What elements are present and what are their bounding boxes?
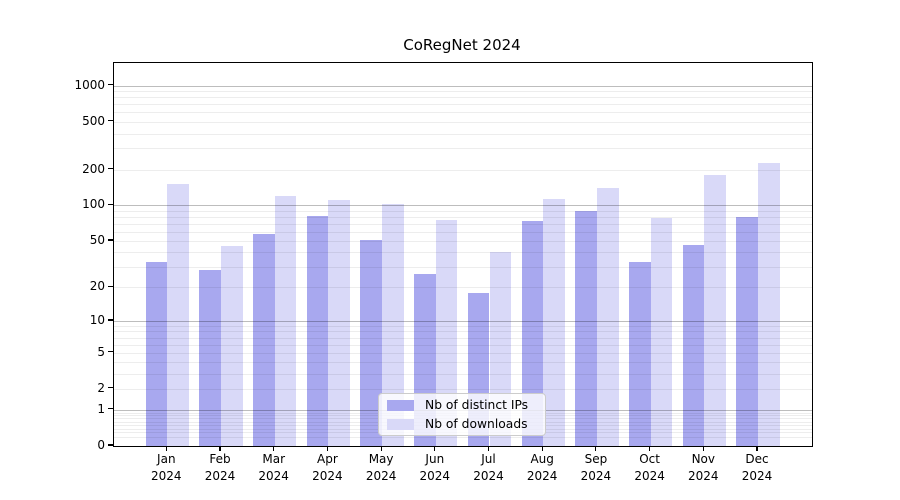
bar-downloads: [758, 163, 780, 446]
gridline: [114, 91, 812, 93]
y-tick-mark: [108, 387, 113, 389]
legend-label-downloads: Nb of downloads: [425, 417, 528, 431]
legend-swatch-distinct-ips: [387, 399, 414, 411]
bar-downloads: [328, 199, 351, 446]
y-tick-mark: [108, 319, 113, 321]
bar-downloads: [704, 175, 726, 446]
x-tick-mark: [702, 446, 704, 451]
bar-distinct-ips: [575, 210, 597, 446]
gridline: [114, 148, 812, 150]
x-tick-mark: [380, 446, 382, 451]
y-tick-mark: [108, 285, 113, 287]
x-tick-mark: [434, 446, 436, 451]
legend-swatch-downloads: [387, 418, 414, 430]
bar-downloads: [382, 204, 404, 446]
y-tick-label: 200: [82, 161, 105, 176]
y-tick-label: 100: [82, 197, 105, 212]
x-tick-mark: [541, 446, 543, 451]
x-tick-mark: [487, 446, 490, 451]
y-tick-mark: [108, 167, 113, 170]
legend-label-distinct-ips: Nb of distinct IPs: [425, 398, 529, 412]
gridline: [114, 97, 812, 99]
bar-distinct-ips: [360, 240, 383, 446]
bar-distinct-ips: [306, 215, 329, 446]
gridline: [114, 112, 812, 114]
gridline: [114, 104, 812, 106]
y-tick-mark: [108, 408, 113, 410]
bar-distinct-ips: [682, 245, 705, 446]
chart-title: CoRegNet 2024: [403, 36, 521, 54]
y-tick-mark: [108, 239, 113, 241]
y-tick-label: 10: [89, 313, 105, 327]
y-tick-label: 5: [97, 344, 105, 359]
x-tick-mark: [326, 446, 328, 451]
y-tick-label: 1000: [74, 77, 105, 92]
x-tick-mark: [756, 446, 758, 451]
y-tick-mark: [108, 444, 113, 446]
x-tick-label: Apr 2024: [312, 452, 343, 483]
bar-downloads: [274, 196, 297, 446]
gridline: [114, 121, 812, 123]
x-tick-label: Sep 2024: [580, 452, 612, 483]
gridline: [114, 133, 812, 135]
y-tick-label: 1: [97, 401, 105, 416]
y-tick-mark: [108, 351, 113, 353]
legend-item-distinct-ips: Nb of distinct IPs: [387, 398, 537, 412]
gridline: [114, 169, 812, 171]
y-tick-mark: [108, 203, 113, 205]
y-tick-label: 50: [89, 233, 105, 247]
y-tick-label: 20: [89, 279, 105, 294]
y-tick-label: 500: [82, 113, 105, 128]
y-tick-label: 2: [97, 380, 105, 395]
bar-downloads: [221, 246, 243, 446]
legend-item-downloads: Nb of downloads: [387, 417, 537, 431]
x-tick-mark: [165, 446, 167, 451]
x-tick-label: May 2024: [365, 452, 397, 483]
x-tick-label: Jul 2024: [473, 452, 504, 483]
bar-distinct-ips: [253, 234, 275, 446]
x-tick-label: Aug 2024: [526, 452, 558, 483]
x-tick-mark: [219, 446, 221, 451]
legend: Nb of distinct IPs Nb of downloads: [378, 393, 546, 436]
x-tick-label: Oct 2024: [634, 452, 665, 483]
bar-distinct-ips: [736, 216, 758, 446]
x-tick-label: Nov 2024: [688, 452, 719, 483]
bar-distinct-ips: [145, 262, 168, 446]
x-tick-label: Jan 2024: [151, 452, 182, 483]
y-tick-mark: [108, 120, 113, 122]
plot-area: Nb of distinct IPs Nb of downloads: [113, 62, 813, 447]
bar-downloads: [650, 218, 673, 446]
bar-distinct-ips: [199, 270, 221, 446]
x-tick-label: Dec 2024: [741, 452, 773, 483]
bar-downloads: [596, 188, 619, 446]
bar-downloads: [435, 219, 458, 446]
x-tick-mark: [595, 446, 597, 451]
x-tick-label: Feb 2024: [204, 452, 236, 483]
bar-downloads: [543, 199, 565, 446]
bar-distinct-ips: [628, 262, 651, 446]
x-tick-mark: [649, 446, 651, 451]
x-tick-label: Mar 2024: [258, 452, 289, 483]
bar-distinct-ips: [521, 220, 544, 446]
x-tick-label: Jun 2024: [419, 452, 451, 483]
y-tick-mark: [108, 84, 113, 86]
bar-downloads: [167, 184, 189, 446]
x-tick-mark: [273, 446, 275, 451]
gridline: [114, 85, 812, 87]
y-tick-label: 0: [97, 438, 105, 452]
